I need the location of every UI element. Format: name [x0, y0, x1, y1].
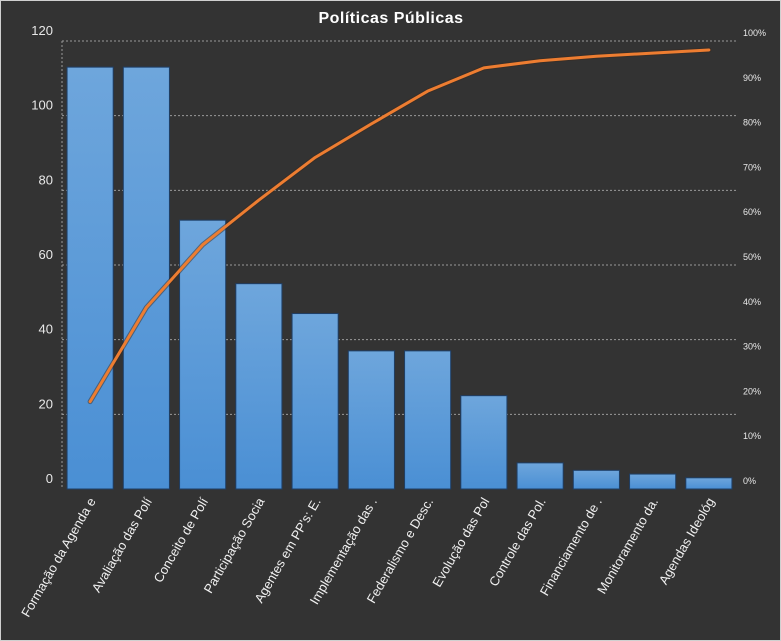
y2-tick-label: 100%	[743, 28, 766, 38]
y-tick-label: 20	[39, 396, 53, 411]
x-tick-label: Conceito de Polí	[151, 495, 212, 585]
y2-tick-label: 40%	[743, 297, 761, 307]
y2-tick-label: 20%	[743, 386, 761, 396]
cumulative-line-path	[88, 48, 711, 404]
bar	[235, 283, 283, 490]
cumulative-line	[87, 47, 712, 405]
y2-tick-label: 0%	[743, 476, 756, 486]
bar	[66, 66, 114, 490]
y2-tick-label: 80%	[743, 118, 761, 128]
y-tick-label: 0	[46, 471, 53, 486]
bar	[460, 395, 508, 490]
x-tick-label: Evolução das Pol	[429, 495, 492, 590]
y-tick-label: 120	[31, 23, 53, 38]
y-tick-label: 80	[39, 172, 53, 187]
bar	[516, 462, 564, 490]
x-tick-label: Monitoramento da.	[594, 495, 661, 596]
y-tick-label: 40	[39, 322, 53, 337]
x-tick-label: Formação da Agenda e	[18, 495, 99, 620]
bar	[685, 477, 733, 490]
y-tick-label: 100	[31, 98, 53, 113]
y2-tick-label: 70%	[743, 162, 761, 172]
y2-tick-label: 50%	[743, 252, 761, 262]
x-tick-label: Participação Socia	[201, 494, 268, 595]
y-axis-primary: 0 20 40 60 80 100 120	[31, 23, 53, 486]
x-tick-label: Financiamento de .	[537, 495, 605, 598]
bar	[629, 473, 677, 490]
y2-tick-label: 60%	[743, 207, 761, 217]
x-tick-label: Avaliação das Polí	[89, 495, 156, 595]
x-tick-label: Agendas Ideológ	[656, 495, 718, 587]
y2-tick-label: 30%	[743, 342, 761, 352]
x-tick-label: Controle das Pol.	[486, 495, 549, 589]
y-tick-label: 60	[39, 247, 53, 262]
gridlines	[61, 40, 737, 489]
y-axis-secondary: 0% 10% 20% 30% 40% 50% 60% 70% 80% 90% 100%	[743, 28, 766, 486]
bar	[347, 350, 395, 490]
bar	[291, 313, 339, 490]
bar	[122, 66, 170, 490]
bars	[66, 66, 733, 490]
bar	[404, 350, 452, 490]
y2-tick-label: 90%	[743, 73, 761, 83]
y2-tick-label: 10%	[743, 431, 761, 441]
chart-title: Políticas Públicas	[318, 10, 463, 27]
bar	[572, 469, 620, 490]
